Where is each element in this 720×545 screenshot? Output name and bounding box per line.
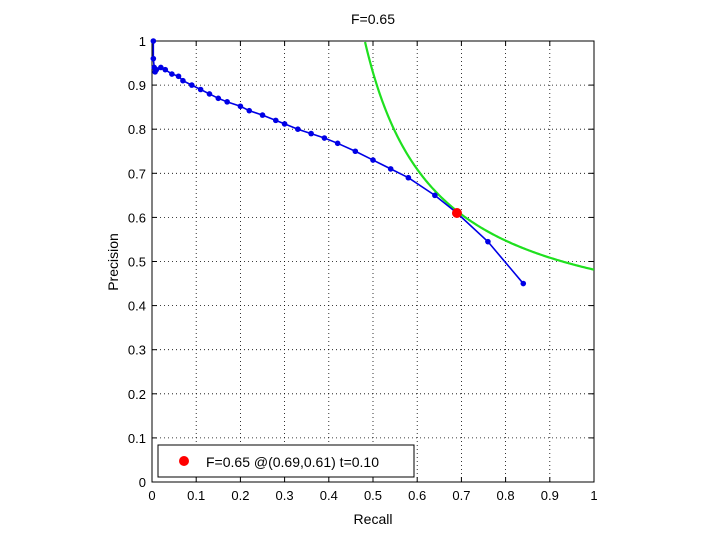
pr-point	[272, 117, 279, 124]
legend-box	[157, 444, 415, 478]
y-tick-label: 0.5	[128, 255, 146, 270]
pr-point	[321, 135, 328, 141]
pr-point	[308, 130, 314, 137]
y-tick-label: 0.1	[128, 431, 146, 446]
x-tick-label: 0.6	[408, 488, 426, 503]
legend-marker	[179, 456, 189, 466]
y-tick-label: 0	[139, 475, 146, 490]
pr-point	[197, 86, 204, 93]
x-tick-label: 0.9	[541, 488, 559, 503]
y-tick-label: 1	[139, 34, 146, 49]
pr-point	[150, 55, 157, 62]
x-tick-label: 0.5	[364, 488, 382, 503]
x-tick-label: 0.3	[276, 488, 294, 503]
pr-point	[485, 238, 491, 245]
pr-point	[352, 148, 359, 155]
pr-point	[259, 112, 266, 118]
x-tick-labels: 0 0.1 0.2 0.3 0.4 0.5 0.6 0.7 0.8 0.9 1	[148, 488, 597, 503]
x-tick-label: 0.4	[320, 488, 338, 503]
pr-point	[387, 166, 394, 172]
pr-curve-line	[152, 41, 524, 285]
pr-point	[405, 174, 412, 181]
x-tick-label: 0.7	[452, 488, 470, 503]
pr-point	[295, 126, 301, 132]
pr-point	[215, 95, 222, 102]
pr-point	[153, 66, 160, 73]
pr-point	[246, 107, 253, 114]
grid	[152, 41, 594, 482]
pr-point	[169, 71, 175, 77]
pr-point	[150, 38, 157, 44]
best-f-point	[451, 207, 462, 218]
pr-point	[334, 140, 341, 147]
legend-entry: F=0.65 @(0.69,0.61) t=0.10	[206, 454, 379, 470]
y-tick-labels: 0 0.1 0.2 0.3 0.4 0.5 0.6 0.7 0.8 0.9 1	[128, 34, 146, 490]
chart-title: F=0.65	[351, 11, 395, 27]
pr-point	[206, 91, 213, 97]
y-tick-label: 0.3	[128, 343, 146, 358]
axis-ticks	[151, 40, 595, 483]
legend: F=0.65 @(0.69,0.61) t=0.10	[157, 444, 415, 478]
pr-point	[162, 66, 169, 73]
pr-point	[520, 280, 527, 287]
x-tick-label: 0	[148, 488, 155, 503]
x-axis-label: Recall	[354, 511, 393, 527]
pr-point	[224, 99, 230, 105]
x-tick-label: 0.8	[497, 488, 515, 503]
pr-point	[175, 73, 182, 80]
y-axis-label: Precision	[105, 233, 121, 291]
pr-point	[180, 77, 186, 84]
pr-point	[237, 103, 244, 110]
pr-point	[281, 121, 288, 127]
x-tick-label: 0.1	[187, 488, 205, 503]
pr-point	[188, 82, 195, 88]
y-tick-label: 0.2	[128, 387, 146, 402]
y-tick-label: 0.6	[128, 210, 146, 225]
series-layer	[150, 38, 594, 287]
pr-point	[158, 64, 164, 71]
pr-point	[432, 192, 438, 199]
x-tick-label: 1	[590, 488, 597, 503]
y-tick-label: 0.4	[128, 299, 146, 314]
y-tick-label: 0.8	[128, 122, 146, 137]
x-tick-label: 0.2	[231, 488, 249, 503]
y-tick-label: 0.7	[128, 166, 146, 181]
iso-f-curve	[363, 41, 594, 271]
y-tick-label: 0.9	[128, 78, 146, 93]
pr-point	[370, 157, 376, 163]
